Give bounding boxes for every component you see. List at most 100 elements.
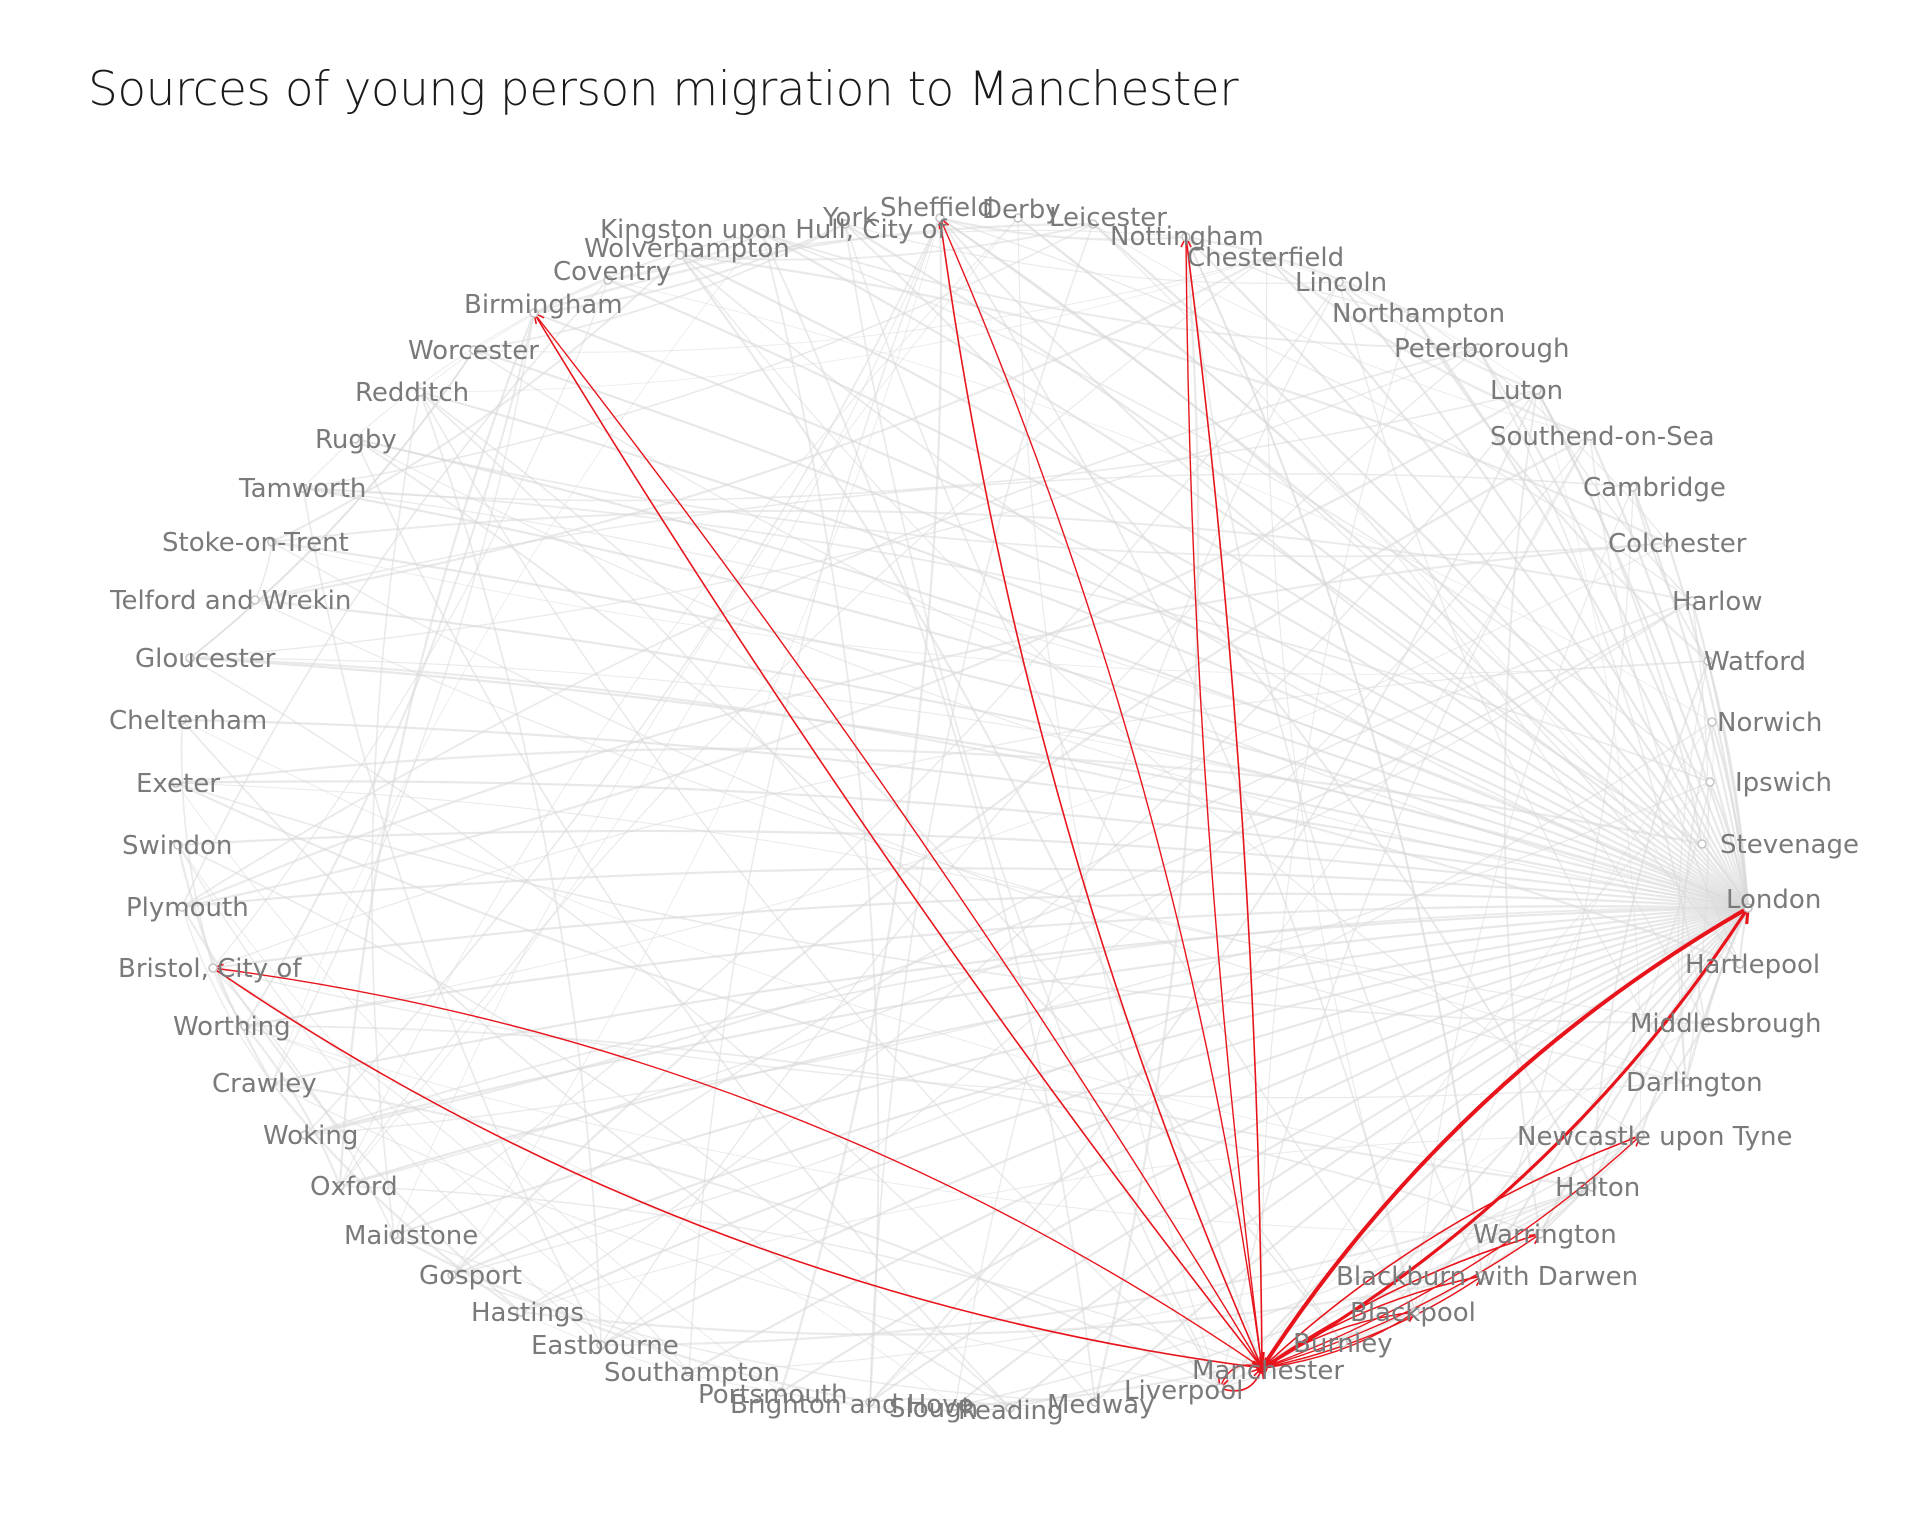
network-edge-london bbox=[1009, 907, 1749, 1409]
network-edge bbox=[354, 438, 1344, 1344]
node-medway bbox=[1090, 1397, 1100, 1407]
network-edge bbox=[533, 223, 846, 315]
node-label-southampton: Southampton bbox=[604, 1358, 780, 1388]
network-edge-london bbox=[844, 223, 1749, 909]
network-edge bbox=[254, 599, 1706, 1024]
network-edge bbox=[271, 1082, 522, 1313]
node-label-luton: Luton bbox=[1490, 376, 1563, 406]
node-leicester bbox=[1088, 219, 1098, 229]
node-colchester bbox=[1663, 538, 1673, 548]
network-edge-london bbox=[1219, 907, 1749, 1389]
node-swindon bbox=[173, 840, 183, 850]
node-maidstone bbox=[389, 1230, 399, 1240]
chart-title: Sources of young person migration to Man… bbox=[88, 62, 1239, 117]
node-stevenage bbox=[1697, 839, 1707, 849]
node-label-woking: Woking bbox=[263, 1121, 358, 1151]
network-edge-london bbox=[1481, 907, 1749, 1277]
node-tamworth bbox=[298, 483, 308, 493]
network-edge bbox=[419, 279, 609, 393]
node-hartlepool bbox=[1735, 959, 1745, 969]
node-portsmouth bbox=[776, 1387, 786, 1397]
network-edge bbox=[419, 256, 1268, 393]
network-edge-london bbox=[679, 254, 1749, 909]
node-darlington bbox=[1681, 1077, 1691, 1087]
node-northampton bbox=[1407, 308, 1417, 318]
network-edge bbox=[302, 312, 535, 489]
network-edge bbox=[1009, 1186, 1593, 1409]
network-edge bbox=[761, 232, 1479, 349]
network-edge bbox=[473, 223, 846, 351]
network-edge-london bbox=[1266, 256, 1749, 909]
network-edge bbox=[181, 279, 609, 908]
network-edge bbox=[212, 967, 1687, 1099]
node-label-blackpool: Blackpool bbox=[1350, 1298, 1476, 1328]
node-southampton bbox=[684, 1367, 694, 1377]
node-woking bbox=[300, 1130, 310, 1140]
node-label-york: York bbox=[822, 203, 877, 233]
node-label-northampton: Northampton bbox=[1332, 299, 1505, 329]
node-oxford bbox=[335, 1181, 345, 1191]
network-edge-london bbox=[1539, 907, 1749, 1235]
network-edge-london bbox=[1477, 347, 1750, 909]
network-edge bbox=[1185, 235, 1413, 315]
network-edge bbox=[302, 389, 1538, 502]
node-label-stevenage: Stevenage bbox=[1720, 830, 1859, 860]
network-edge bbox=[181, 719, 1593, 1188]
network-edge bbox=[780, 1391, 1096, 1411]
network-edge bbox=[1093, 236, 1200, 1403]
node-chesterfield bbox=[1262, 252, 1272, 262]
network-edge-london bbox=[419, 390, 1749, 909]
node-label-leicester: Leicester bbox=[1049, 203, 1167, 233]
node-label-hastings: Hastings bbox=[471, 1298, 584, 1328]
network-edge-london bbox=[1342, 907, 1749, 1344]
network-edge bbox=[419, 391, 1344, 1344]
network-edge bbox=[339, 256, 1268, 1187]
node-telford-and-wrekin bbox=[250, 595, 260, 605]
network-edge-london bbox=[1411, 312, 1750, 909]
network-edge-london bbox=[1701, 843, 1749, 909]
network-edge bbox=[419, 391, 1221, 1389]
network-edge bbox=[354, 438, 1011, 1409]
node-gloucester bbox=[185, 653, 195, 663]
network-edge bbox=[688, 1186, 1593, 1373]
node-label-kingston-upon-hull-city-of: Kingston upon Hull, City of bbox=[600, 215, 947, 245]
network-edge bbox=[520, 1311, 782, 1393]
network-edge bbox=[1185, 236, 1483, 1277]
network-edge-london bbox=[271, 540, 1749, 910]
network-edge-london bbox=[271, 906, 1749, 1085]
network-edge bbox=[189, 656, 1741, 966]
network-edge-london bbox=[189, 656, 1749, 910]
node-label-redditch: Redditch bbox=[355, 378, 469, 408]
network-edge bbox=[1184, 236, 1484, 1277]
node-label-peterborough: Peterborough bbox=[1394, 334, 1570, 364]
network-edge bbox=[1503, 389, 1541, 1235]
network-edge bbox=[954, 281, 1340, 1407]
node-cambridge bbox=[1628, 482, 1638, 492]
network-edge-london bbox=[244, 905, 1749, 1028]
node-london bbox=[1743, 903, 1753, 913]
network-edge-london bbox=[177, 829, 1749, 910]
network-edge bbox=[1414, 1135, 1641, 1313]
node-label-medway: Medway bbox=[1047, 1390, 1155, 1420]
network-edge bbox=[271, 509, 1693, 602]
node-southend-on-sea bbox=[1585, 431, 1595, 441]
network-edge bbox=[451, 721, 1713, 1276]
network-edge-london bbox=[600, 906, 1749, 1346]
node-label-crawley: Crawley bbox=[212, 1069, 317, 1099]
node-label-exeter: Exeter bbox=[136, 769, 220, 799]
network-edge-london bbox=[1536, 389, 1750, 909]
node-label-reading: Reading bbox=[958, 1396, 1064, 1426]
network-edge bbox=[607, 232, 763, 282]
network-edge bbox=[939, 216, 1187, 241]
network-edge-london bbox=[1708, 781, 1750, 909]
network-edge bbox=[1481, 486, 1634, 1277]
node-label-sheffield: Sheffield bbox=[880, 193, 994, 223]
network-edge bbox=[1185, 236, 1413, 314]
network-edge bbox=[600, 435, 1591, 1346]
node-label-birmingham: Birmingham bbox=[464, 290, 623, 320]
node-label-warrington: Warrington bbox=[1473, 1220, 1617, 1250]
node-kingston-upon-hull-city-of bbox=[757, 228, 767, 238]
node-peterborough bbox=[1473, 343, 1483, 353]
network-edge bbox=[181, 347, 1479, 908]
